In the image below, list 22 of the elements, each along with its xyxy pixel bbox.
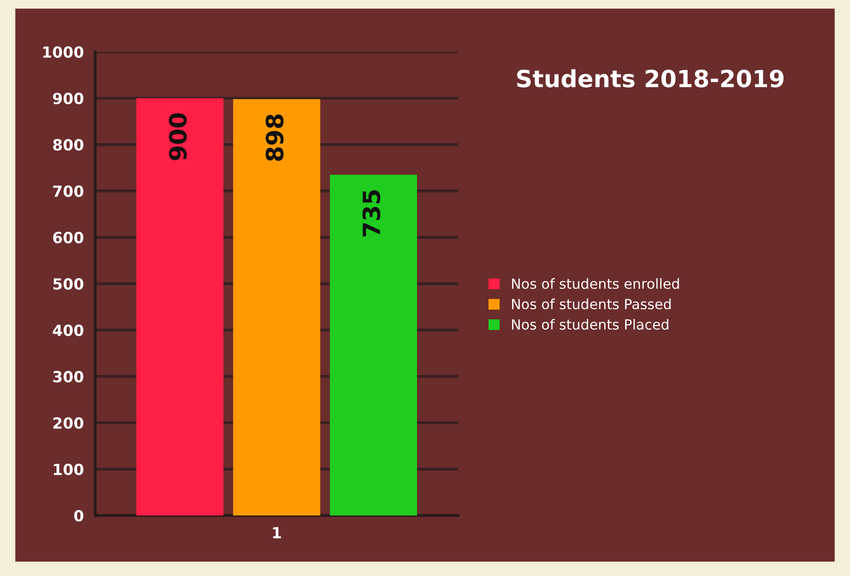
y-tick-label: 600 (53, 232, 84, 244)
data-label: 898 (266, 114, 284, 161)
y-tick-label: 300 (53, 370, 84, 382)
bar (330, 174, 418, 516)
y-tick-label: 100 (54, 464, 84, 476)
data-label: 900 (168, 113, 187, 160)
y-tick-label: 400 (52, 324, 84, 336)
legend-label: Nos of students Placed (512, 318, 668, 330)
legend-label: Nos of students enrolled (512, 278, 679, 289)
bar (136, 98, 224, 516)
x-tick-label: 1 (273, 527, 281, 538)
y-tick-label: 0 (74, 510, 84, 522)
bar (233, 99, 320, 516)
y-tick-label: 800 (53, 139, 84, 151)
y-tick-label: 900 (52, 92, 84, 104)
legend-label: Nos of students Passed (512, 298, 671, 310)
y-tick-label: 500 (53, 278, 84, 290)
text: Students 2018-2019 (517, 69, 784, 88)
y-tick-label: 700 (53, 185, 84, 197)
y-tick-label: 1000 (43, 46, 84, 58)
data-label: 735 (362, 190, 380, 236)
y-tick-label: 200 (53, 417, 84, 429)
